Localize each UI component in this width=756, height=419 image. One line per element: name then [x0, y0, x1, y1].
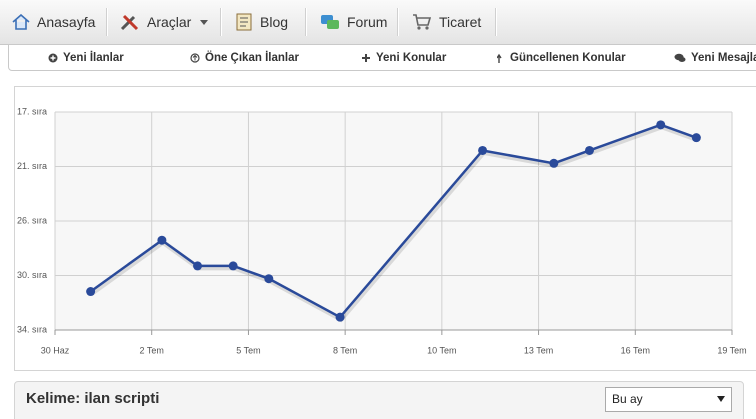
point [228, 261, 238, 271]
comments-icon [674, 53, 686, 62]
arrow-icon [497, 53, 502, 63]
x-tick-label: 8 Tem [333, 345, 357, 355]
point [691, 133, 701, 143]
cart-icon [413, 14, 432, 30]
nav-label: Araçlar [147, 14, 192, 30]
separator [220, 8, 222, 36]
sub-item[interactable]: Güncellenen Konular [497, 45, 626, 70]
nav-bar: Anasayfa Araçlar Blog Forum Ticaret [0, 0, 756, 45]
home-icon [12, 14, 30, 30]
point [193, 261, 203, 271]
keyword-panel: Kelime: ilan scripti Bu ay [14, 381, 744, 419]
point [335, 312, 345, 322]
nav-item[interactable]: Araçlar [120, 0, 218, 44]
sub-label: Yeni Konular [376, 51, 447, 64]
sub-item[interactable]: Yeni İlanlar [48, 45, 124, 70]
nav-item[interactable]: Anasayfa [12, 0, 95, 44]
blog-icon [236, 13, 252, 31]
select-value: Bu ay [612, 392, 643, 406]
nav-label: Ticaret [439, 14, 482, 30]
nav-item[interactable]: Ticaret [412, 0, 481, 44]
separator [495, 8, 497, 36]
x-tick-label: 13 Tem [524, 345, 553, 355]
sub-label: Yeni İlanlar [63, 51, 124, 64]
separator [305, 8, 307, 36]
point [478, 145, 488, 155]
period-select[interactable]: Bu ay [605, 387, 732, 412]
point [264, 274, 274, 284]
sub-label: Öne Çıkan İlanlar [205, 51, 299, 64]
x-tick-label: 19 Tem [717, 345, 746, 355]
y-tick-label: 21. sıra [17, 161, 47, 171]
point [584, 145, 594, 155]
point [86, 287, 96, 297]
sub-label: Güncellenen Konular [510, 51, 626, 64]
sub-item[interactable]: Yeni Mesajla [674, 45, 756, 70]
up-circle-icon [190, 52, 200, 63]
sub-label: Yeni Mesajla [691, 51, 756, 64]
y-tick-label: 17. sıra [17, 106, 47, 116]
nav-label: Forum [347, 14, 388, 30]
sub-item[interactable]: Yeni Konular [361, 45, 446, 70]
x-tick-label: 10 Tem [427, 345, 456, 355]
nav-item[interactable]: Blog [235, 0, 288, 44]
panel-title: Kelime: ilan scripti [26, 390, 160, 407]
caret [717, 396, 725, 402]
x-tick-label: 30 Haz [41, 345, 70, 355]
sub-item[interactable]: Öne Çıkan İlanlar [190, 45, 299, 70]
y-tick-label: 34. sıra [17, 324, 47, 334]
forum-icon [321, 15, 339, 29]
point [656, 120, 666, 130]
x-tick-label: 16 Tem [621, 345, 650, 355]
point [157, 235, 167, 245]
plus-icon [362, 53, 370, 62]
y-tick-label: 26. sıra [17, 215, 47, 225]
separator [106, 8, 108, 36]
x-tick-label: 2 Tem [140, 345, 164, 355]
x-tick-label: 5 Tem [236, 345, 260, 355]
point [549, 158, 559, 168]
nav-item[interactable]: Forum [320, 0, 387, 44]
separator [397, 8, 399, 36]
tools-icon [120, 14, 139, 31]
nav-label: Blog [260, 14, 289, 30]
nav-label: Anasayfa [37, 14, 96, 30]
caret [200, 20, 209, 25]
plus-circle-icon [48, 53, 58, 62]
sub-nav: Yeni İlanlar Öne Çıkan İlanlar Yeni Konu… [8, 44, 756, 71]
y-tick-label: 30. sıra [17, 270, 47, 280]
